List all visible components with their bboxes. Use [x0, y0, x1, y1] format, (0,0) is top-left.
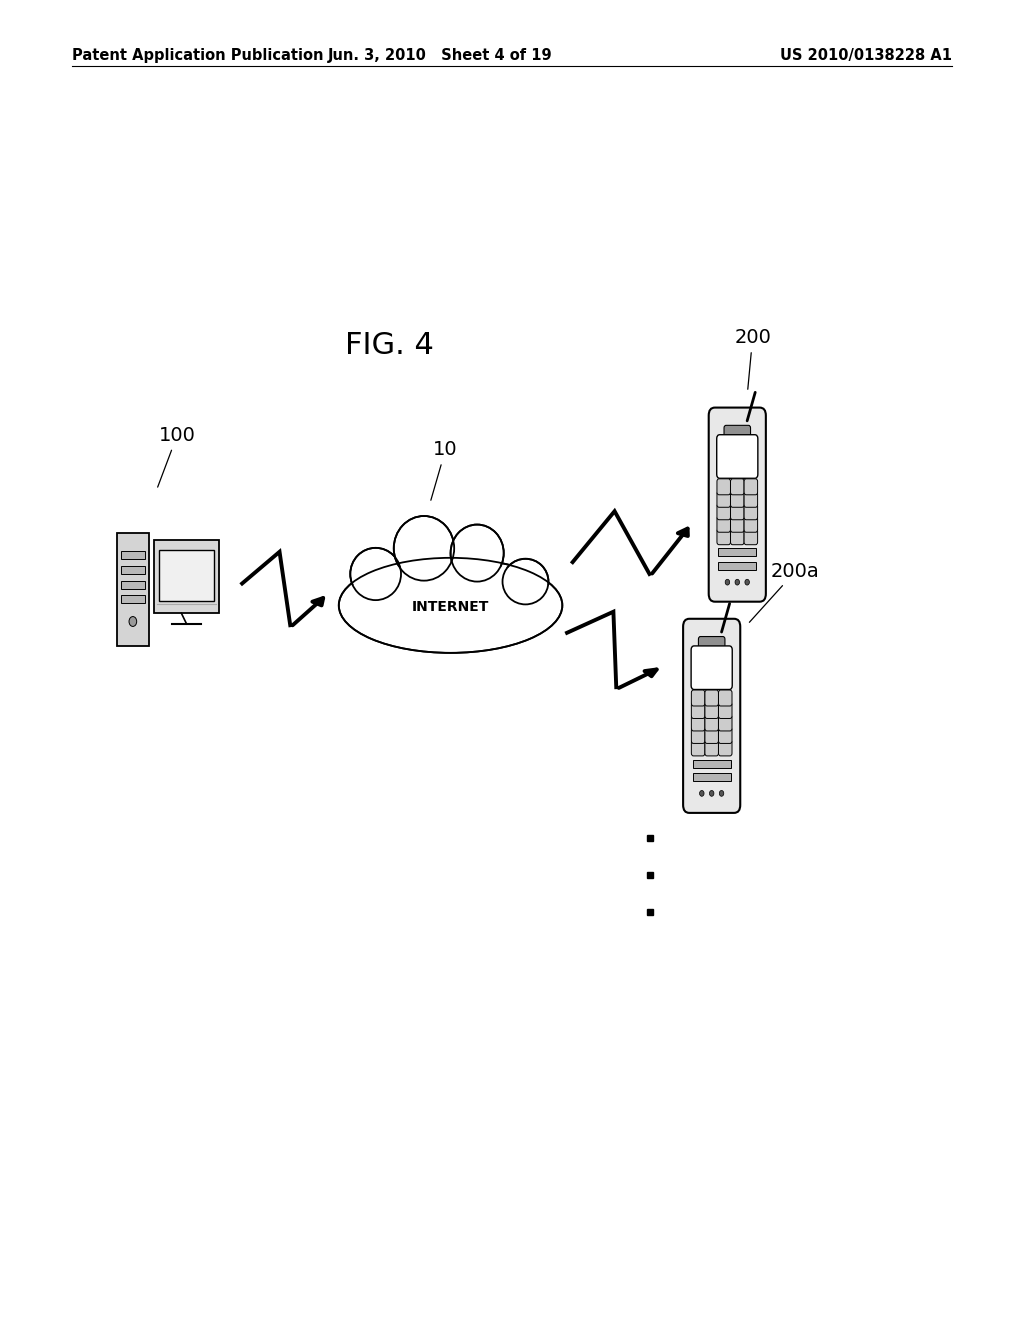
FancyBboxPatch shape [698, 636, 725, 648]
Ellipse shape [354, 556, 397, 593]
Bar [121, 550, 145, 558]
FancyBboxPatch shape [744, 516, 758, 532]
FancyBboxPatch shape [730, 529, 744, 545]
Bar [719, 562, 756, 570]
FancyBboxPatch shape [719, 702, 732, 718]
Ellipse shape [451, 524, 504, 582]
Ellipse shape [341, 561, 560, 649]
FancyBboxPatch shape [691, 741, 705, 756]
FancyBboxPatch shape [730, 504, 744, 520]
Text: 100: 100 [158, 426, 196, 487]
FancyBboxPatch shape [719, 690, 732, 706]
FancyBboxPatch shape [717, 504, 730, 520]
FancyBboxPatch shape [717, 479, 730, 495]
FancyBboxPatch shape [691, 727, 705, 743]
Bar [693, 774, 730, 781]
Text: 200a: 200a [750, 562, 820, 622]
FancyBboxPatch shape [691, 715, 705, 731]
FancyBboxPatch shape [744, 479, 758, 495]
Ellipse shape [503, 558, 549, 605]
FancyBboxPatch shape [154, 540, 219, 614]
Circle shape [744, 579, 750, 585]
FancyBboxPatch shape [724, 425, 751, 437]
Bar [121, 566, 145, 574]
FancyBboxPatch shape [744, 491, 758, 507]
Circle shape [699, 791, 705, 796]
FancyBboxPatch shape [117, 533, 148, 647]
Ellipse shape [455, 533, 500, 573]
Ellipse shape [350, 548, 401, 601]
FancyBboxPatch shape [691, 645, 732, 689]
Bar [719, 548, 756, 556]
FancyBboxPatch shape [683, 619, 740, 813]
Text: 10: 10 [431, 441, 458, 500]
Bar [121, 595, 145, 603]
FancyBboxPatch shape [730, 479, 744, 495]
Text: US 2010/0138228 A1: US 2010/0138228 A1 [780, 48, 952, 62]
FancyBboxPatch shape [719, 727, 732, 743]
Text: 200: 200 [734, 329, 771, 389]
FancyBboxPatch shape [717, 516, 730, 532]
FancyBboxPatch shape [744, 529, 758, 545]
FancyBboxPatch shape [730, 491, 744, 507]
Circle shape [710, 791, 714, 796]
Circle shape [129, 616, 136, 627]
FancyBboxPatch shape [717, 529, 730, 545]
Text: Jun. 3, 2010   Sheet 4 of 19: Jun. 3, 2010 Sheet 4 of 19 [328, 48, 553, 62]
Circle shape [735, 579, 739, 585]
FancyBboxPatch shape [744, 504, 758, 520]
FancyBboxPatch shape [730, 516, 744, 532]
Ellipse shape [506, 566, 545, 598]
Bar [693, 759, 730, 767]
FancyBboxPatch shape [717, 491, 730, 507]
FancyBboxPatch shape [709, 408, 766, 602]
FancyBboxPatch shape [705, 727, 719, 743]
Ellipse shape [394, 516, 455, 581]
Bar [159, 550, 214, 602]
FancyBboxPatch shape [691, 690, 705, 706]
FancyBboxPatch shape [691, 702, 705, 718]
Bar [121, 581, 145, 589]
Text: INTERNET: INTERNET [412, 601, 489, 614]
Ellipse shape [398, 525, 450, 572]
FancyBboxPatch shape [719, 741, 732, 756]
Circle shape [719, 791, 724, 796]
FancyBboxPatch shape [717, 434, 758, 478]
FancyBboxPatch shape [705, 702, 719, 718]
FancyBboxPatch shape [719, 715, 732, 731]
Ellipse shape [339, 558, 562, 653]
FancyBboxPatch shape [705, 690, 719, 706]
Text: Patent Application Publication: Patent Application Publication [72, 48, 324, 62]
FancyBboxPatch shape [705, 715, 719, 731]
Text: FIG. 4: FIG. 4 [345, 331, 433, 360]
FancyBboxPatch shape [705, 741, 719, 756]
Circle shape [725, 579, 730, 585]
